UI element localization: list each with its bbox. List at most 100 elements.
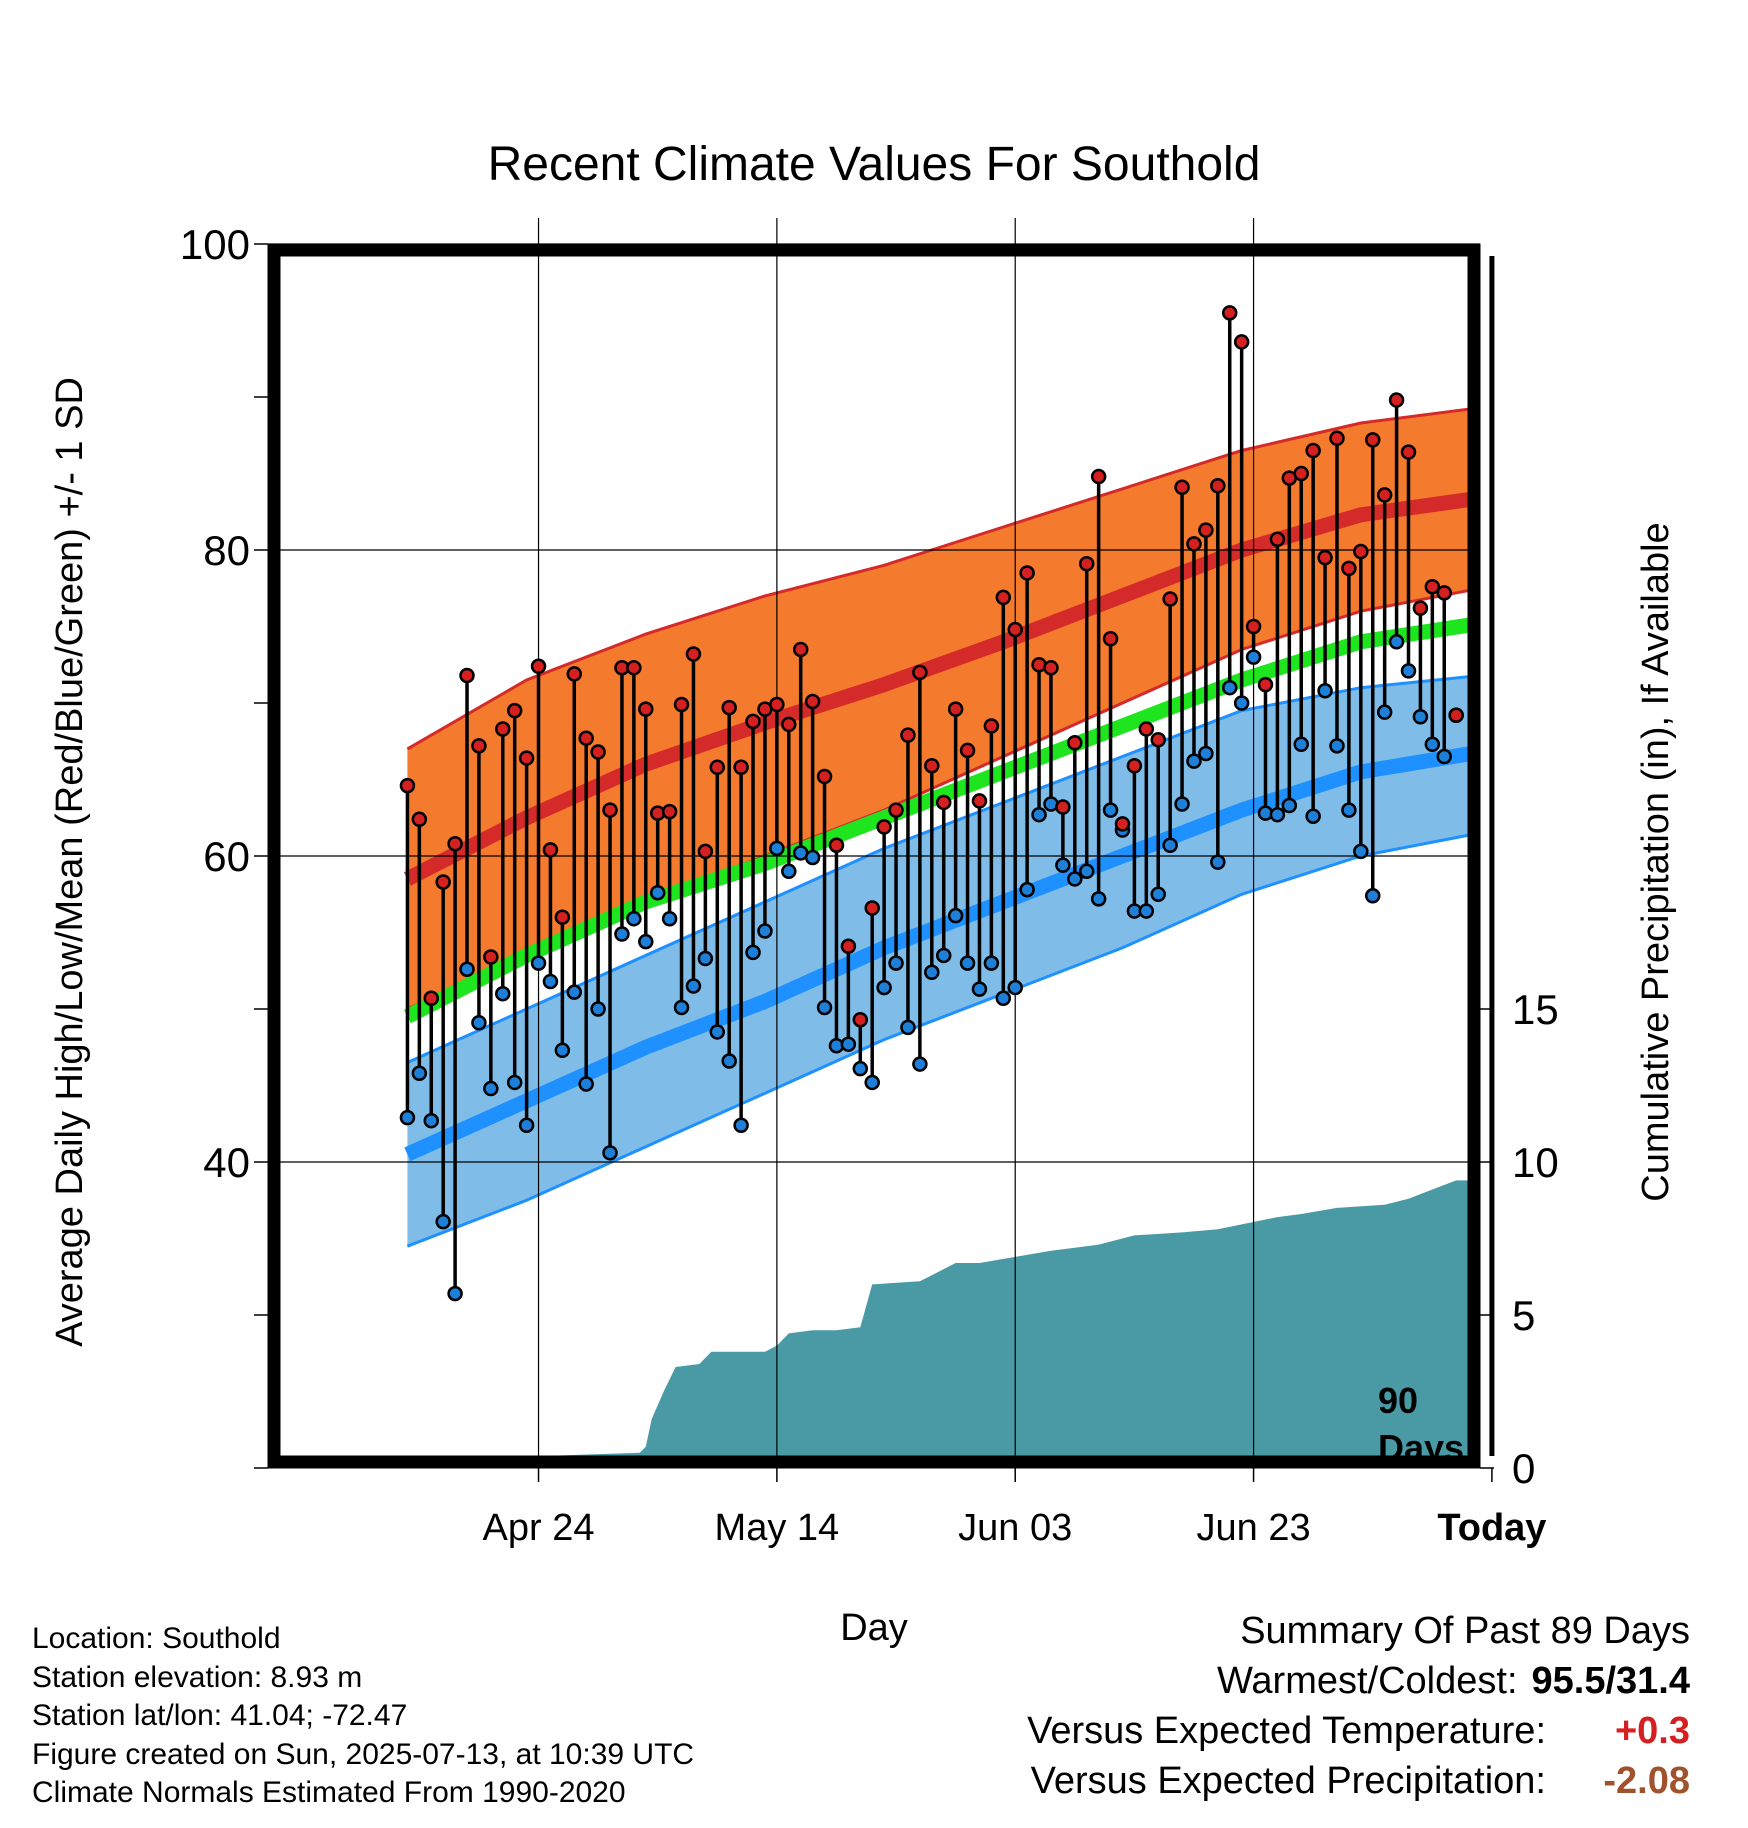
daily-high-point xyxy=(971,793,988,809)
daily-low-point xyxy=(971,981,988,997)
daily-high-point xyxy=(816,768,833,785)
x-tick-label: Jun 23 xyxy=(1197,1507,1311,1549)
daily-low-point xyxy=(566,984,583,1000)
daily-low-point xyxy=(602,1145,618,1161)
daily-low-point xyxy=(626,910,642,927)
x-tick-label: May 14 xyxy=(715,1507,840,1549)
daily-high-point xyxy=(554,909,571,925)
daily-low-point xyxy=(709,1024,726,1040)
daily-low-point xyxy=(530,955,547,971)
daily-high-point xyxy=(471,738,487,754)
daily-high-point xyxy=(864,900,880,916)
daily-high-point xyxy=(697,843,714,860)
normal-bands xyxy=(403,407,1468,1248)
summary-temp-label: Versus Expected Temperature: xyxy=(1027,1710,1546,1752)
daily-high-point xyxy=(411,811,428,828)
daily-high-point xyxy=(483,949,499,965)
daily-low-point xyxy=(1031,806,1047,823)
daily-high-point xyxy=(792,641,809,658)
daily-low-point xyxy=(1198,745,1214,762)
daily-high-point xyxy=(852,1011,869,1028)
y-tick-label: 80 xyxy=(203,527,250,574)
y2-tick-label: 15 xyxy=(1512,986,1559,1033)
daily-low-point xyxy=(733,1117,749,1134)
daily-low-point xyxy=(1007,979,1023,996)
daily-low-point xyxy=(1019,881,1035,898)
summary-panel: Summary Of Past 89 Days Warmest/Coldest:… xyxy=(1027,1606,1690,1806)
daily-low-point xyxy=(590,1001,606,1017)
daily-high-point xyxy=(626,660,642,676)
daily-low-point xyxy=(447,1285,463,1302)
daily-low-point xyxy=(745,944,761,961)
daily-low-point xyxy=(1424,736,1441,753)
daily-high-point xyxy=(685,646,702,662)
daily-low-point xyxy=(1233,695,1250,711)
daily-low-point xyxy=(554,1042,571,1059)
info-elevation: Station elevation: 8.93 m xyxy=(32,1660,363,1694)
daily-high-point xyxy=(1043,660,1059,676)
daily-high-point xyxy=(804,693,821,710)
daily-high-point xyxy=(518,750,535,766)
info-location: Location: Southold xyxy=(32,1622,281,1655)
daily-low-point xyxy=(1376,704,1393,720)
daily-high-point xyxy=(1388,392,1405,408)
daily-low-point xyxy=(1341,802,1357,818)
daily-high-point xyxy=(1412,600,1429,616)
daily-high-point xyxy=(1067,735,1083,751)
daily-high-point xyxy=(578,730,594,746)
plot-border xyxy=(267,243,1481,1469)
y-tick-label: 100 xyxy=(180,221,250,268)
y-tick-label: 60 xyxy=(203,833,250,880)
daily-high-point xyxy=(1126,757,1143,774)
daily-low-point xyxy=(1150,886,1166,902)
daily-high-point xyxy=(542,842,559,858)
daily-low-point xyxy=(1186,753,1202,769)
y2-tick-label: 5 xyxy=(1512,1292,1535,1339)
daily-high-point xyxy=(995,589,1012,606)
daily-high-point xyxy=(1400,444,1417,460)
station-info: Location: Southold Station elevation: 8.… xyxy=(32,1620,694,1813)
daily-low-point xyxy=(459,961,475,977)
daily-low-point xyxy=(840,1036,857,1052)
chart-title: Recent Climate Values For Southold xyxy=(488,138,1261,191)
daily-high-point xyxy=(673,696,690,713)
daily-high-point xyxy=(1055,799,1071,815)
daily-low-point xyxy=(1138,903,1155,919)
daily-low-point xyxy=(1412,709,1429,725)
today-marker-label-line1: 90 xyxy=(1378,1380,1418,1421)
daily-low-point xyxy=(781,863,797,880)
info-created: Figure created on Sun, 2025-07-13, at 10… xyxy=(32,1737,695,1771)
daily-high-point xyxy=(638,701,654,717)
daily-high-point xyxy=(1329,430,1345,447)
daily-low-point xyxy=(1067,871,1083,887)
y2-axis-label: Cumulative Precipitation (in), If Availa… xyxy=(1635,522,1677,1201)
daily-low-point xyxy=(1388,634,1405,650)
daily-low-point xyxy=(900,1019,916,1036)
daily-low-point xyxy=(1078,863,1095,880)
daily-low-point xyxy=(661,910,678,927)
daily-high-point xyxy=(495,721,511,737)
daily-low-point xyxy=(423,1112,440,1129)
daily-low-point xyxy=(578,1076,594,1092)
daily-low-point xyxy=(757,923,773,939)
daily-high-point xyxy=(924,757,940,774)
daily-low-point xyxy=(912,1056,928,1072)
summary-precip-label: Versus Expected Precipitation: xyxy=(1030,1760,1546,1802)
daily-low-point xyxy=(1281,797,1298,814)
daily-high-point xyxy=(661,803,678,820)
daily-low-point xyxy=(1102,802,1119,818)
daily-high-point xyxy=(1114,816,1131,832)
daily-high-point xyxy=(590,744,606,760)
daily-high-point xyxy=(1138,721,1155,737)
plot-frame xyxy=(267,243,1495,1469)
daily-temperatures xyxy=(399,305,1464,1302)
daily-low-point xyxy=(614,926,630,942)
daily-high-point xyxy=(1007,621,1023,638)
daily-low-point xyxy=(983,955,1000,971)
daily-high-point xyxy=(1257,676,1274,693)
daily-high-point xyxy=(1245,618,1262,635)
summary-warm-value: 95.5/31.4 xyxy=(1531,1660,1690,1702)
daily-high-point xyxy=(1090,468,1107,485)
daily-high-point xyxy=(959,742,976,759)
daily-high-point xyxy=(1376,487,1393,503)
